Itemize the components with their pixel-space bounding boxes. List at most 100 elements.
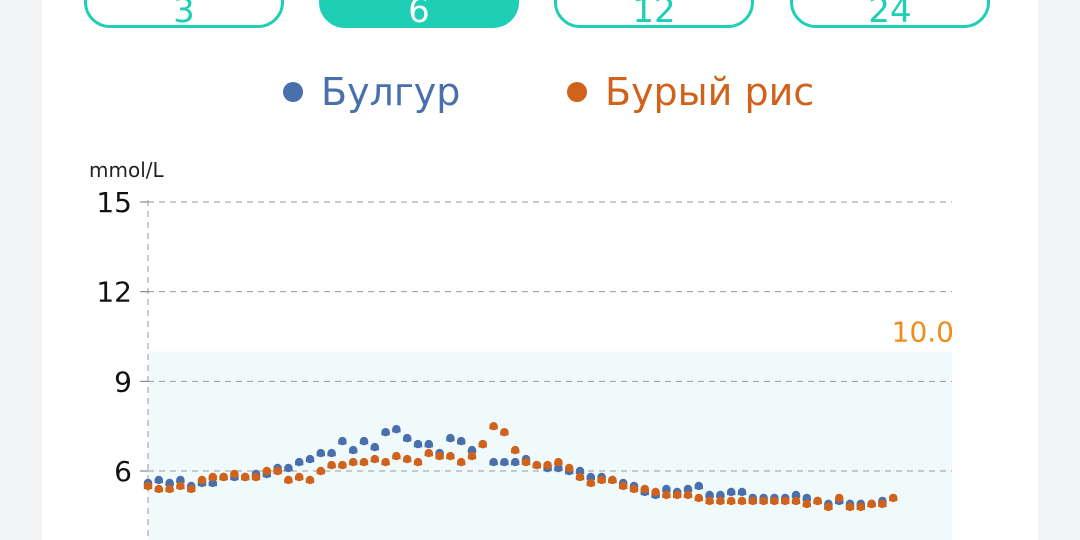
bulgur-point	[305, 454, 315, 464]
point-marker-base	[154, 488, 163, 493]
point-marker-base	[370, 459, 379, 463]
brown-rice-point	[511, 445, 520, 455]
point-marker-base	[230, 476, 239, 481]
brown-rice-point	[370, 454, 379, 464]
point-marker-base	[316, 471, 325, 475]
brown-rice-point	[251, 472, 261, 482]
point-marker-base	[791, 500, 801, 505]
brown-rice-point	[403, 454, 412, 464]
point-marker-base	[381, 432, 390, 436]
bulgur-point	[349, 445, 358, 455]
bulgur-point	[284, 463, 293, 473]
bulgur-point	[737, 487, 747, 497]
bulgur-point	[489, 457, 498, 467]
point-marker-base	[586, 476, 595, 481]
bulgur-point	[370, 442, 379, 452]
brown-rice-point	[187, 484, 196, 494]
brown-rice-point	[748, 496, 757, 506]
brown-rice-point	[705, 496, 714, 506]
point-marker-base	[305, 459, 315, 463]
target-range-band	[148, 351, 952, 540]
bulgur-point	[413, 439, 423, 449]
point-marker-base	[737, 500, 747, 505]
brown-rice-point	[737, 496, 747, 506]
point-marker-base	[802, 497, 811, 502]
brown-rice-point	[316, 466, 325, 476]
point-marker-base	[565, 468, 574, 472]
y-axis-unit: mmol/L	[89, 158, 164, 182]
legend-item-brown-rice[interactable]: Бурый рис	[567, 66, 814, 118]
bulgur-point	[359, 436, 369, 446]
brown-rice-point	[640, 484, 649, 494]
brown-rice-point	[457, 457, 466, 467]
bulgur-point	[575, 466, 585, 476]
point-marker-base	[683, 488, 693, 493]
brown-rice-point	[835, 493, 844, 503]
point-marker-base	[867, 503, 876, 508]
bulgur-point	[727, 487, 736, 497]
brown-rice-point	[629, 484, 639, 494]
brown-rice-point	[619, 481, 628, 491]
bulgur-point	[683, 484, 693, 494]
bulgur-point	[424, 439, 433, 449]
point-marker-base	[716, 500, 725, 505]
y-tick-label: 9	[114, 365, 132, 398]
point-marker-base	[338, 465, 347, 469]
brown-rice-point	[716, 496, 725, 506]
point-marker-base	[737, 491, 747, 496]
point-marker-base	[511, 450, 520, 454]
point-marker-base	[457, 441, 466, 445]
point-marker-base	[554, 462, 563, 466]
point-marker-base	[543, 465, 552, 469]
point-marker-base	[554, 468, 563, 472]
point-marker-base	[403, 459, 412, 463]
point-marker-base	[651, 491, 660, 496]
brown-rice-point	[230, 469, 239, 479]
tab-3[interactable]: 3	[84, 0, 284, 28]
point-marker-base	[489, 462, 498, 466]
point-marker-base	[197, 479, 207, 484]
point-marker-base	[359, 441, 369, 445]
point-marker-base	[640, 488, 649, 493]
point-marker-base	[262, 471, 271, 475]
point-marker-base	[338, 441, 347, 445]
point-marker-base	[446, 456, 455, 460]
point-marker-base	[781, 500, 790, 505]
brown-rice-point	[662, 490, 671, 500]
point-marker-base	[176, 485, 185, 490]
brown-rice-point	[824, 502, 833, 512]
period-tabs: 3 6 12 24	[42, 0, 1038, 40]
legend-item-bulgur[interactable]: Булгур	[283, 66, 460, 118]
point-marker-base	[208, 482, 217, 487]
point-marker-base	[727, 500, 736, 505]
brown-rice-point	[392, 451, 401, 461]
point-marker-base	[273, 471, 282, 475]
point-marker-base	[500, 462, 509, 466]
point-marker-base	[424, 444, 433, 448]
point-marker-base	[316, 453, 325, 457]
point-marker-base	[219, 476, 228, 481]
point-marker-base	[435, 456, 444, 460]
brown-rice-point	[219, 472, 228, 482]
y-tick-label: 12	[96, 276, 132, 309]
point-marker-base	[619, 485, 628, 490]
brown-rice-point	[165, 484, 174, 494]
bulgur-point	[165, 478, 174, 488]
point-marker-base	[457, 462, 466, 466]
legend-label: Булгур	[321, 70, 461, 114]
point-marker-base	[165, 482, 174, 487]
brown-rice-point	[338, 460, 347, 470]
point-marker-base	[165, 488, 174, 493]
point-marker-base	[532, 465, 541, 469]
point-marker-base	[878, 503, 887, 508]
point-marker-base	[651, 494, 660, 499]
point-marker-base	[176, 479, 185, 484]
point-marker-base	[413, 444, 423, 448]
brown-rice-point	[770, 496, 779, 506]
brown-rice-point	[467, 451, 477, 461]
brown-rice-point	[845, 502, 855, 512]
point-marker-base	[467, 450, 477, 454]
point-marker-base	[521, 462, 531, 466]
brown-rice-point	[543, 460, 552, 470]
brown-rice-point	[565, 463, 574, 473]
